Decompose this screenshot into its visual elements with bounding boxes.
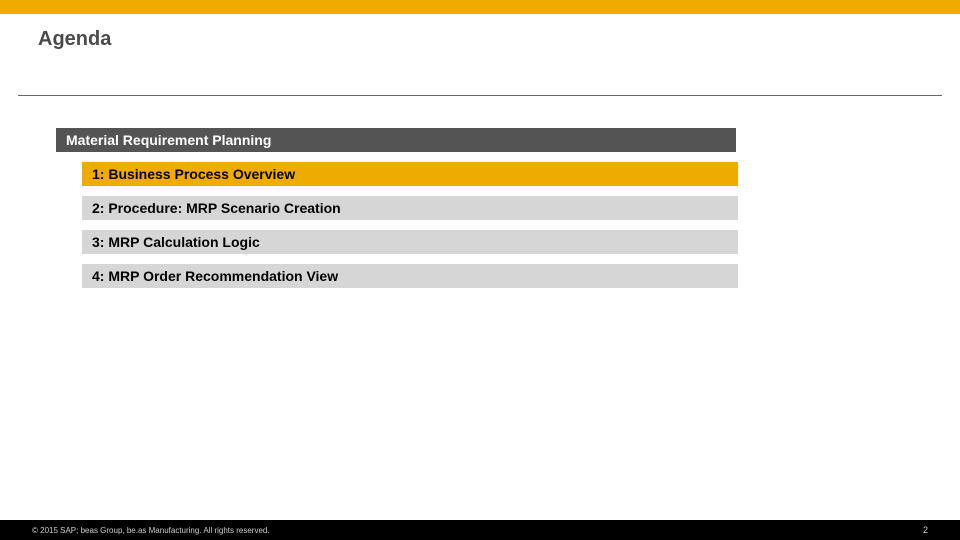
- agenda-item: 1: Business Process Overview: [82, 162, 738, 186]
- copyright-text: © 2015 SAP; beas Group, be.as Manufactur…: [32, 526, 270, 535]
- top-accent-bar: [0, 0, 960, 14]
- slide: Agenda Material Requirement Planning 1: …: [0, 0, 960, 540]
- page-number: 2: [923, 525, 928, 535]
- agenda-item: 3: MRP Calculation Logic: [82, 230, 738, 254]
- footer-bar: © 2015 SAP; beas Group, be.as Manufactur…: [0, 520, 960, 540]
- page-title: Agenda: [38, 28, 111, 51]
- title-divider: [18, 95, 942, 96]
- agenda-item: 4: MRP Order Recommendation View: [82, 264, 738, 288]
- agenda-item: 2: Procedure: MRP Scenario Creation: [82, 196, 738, 220]
- section-header: Material Requirement Planning: [56, 128, 736, 152]
- agenda-list: 1: Business Process Overview 2: Procedure…: [82, 162, 738, 298]
